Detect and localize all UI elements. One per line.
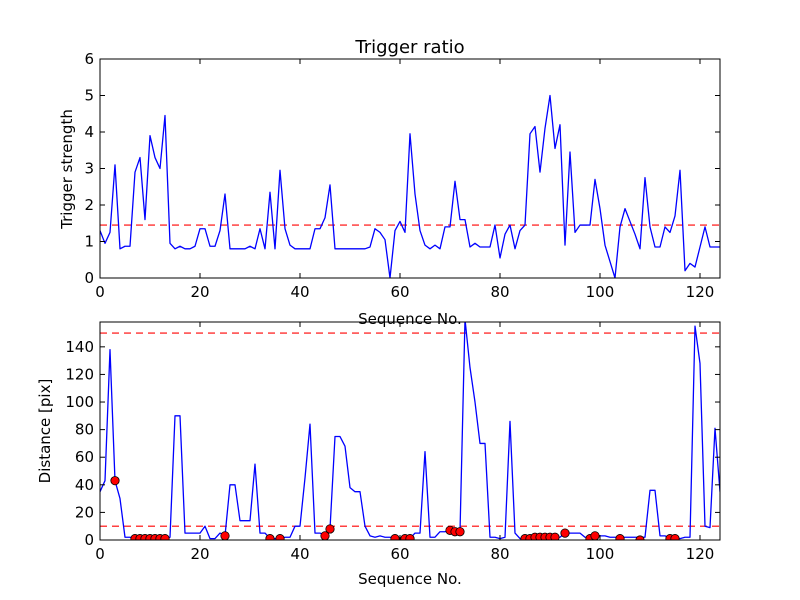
bottom-x-tick-label: 20 [190,545,209,563]
top-y-tick-label: 1 [84,233,94,251]
bottom-marker-point [325,524,335,534]
top-y-axis-label: Trigger strength [58,109,76,230]
bottom-y-tick-label: 80 [75,421,94,439]
top-y-tick-label: 0 [84,269,94,287]
bottom-marker-point [265,534,275,540]
bottom-y-tick-label: 60 [75,448,94,466]
top-data-layer [100,94,720,278]
bottom-marker-point [320,531,330,540]
top-y-tick-label: 5 [84,87,94,105]
bottom-marker-point [455,527,465,537]
bottom-subplot-distance: 0 20 40 60 80 100 120 0 20 40 60 80 100 120 140 Sequen… [36,321,721,588]
top-x-tick-label: 100 [586,283,615,301]
bottom-marker-point [275,534,285,540]
bottom-plot-area: 0 20 40 60 80 100 120 0 20 40 60 80 100 120 140 [65,321,721,563]
top-y-tick-label: 4 [84,123,94,141]
top-x-tick-label: 0 [95,283,105,301]
top-x-tick-label: 120 [686,283,715,301]
bottom-y-tick-label: 120 [65,365,94,383]
bottom-y-axis-label: Distance [pix] [36,379,54,484]
bottom-marker-point [390,534,400,540]
top-x-tick-label: 60 [390,283,409,301]
top-y-tick-label: 6 [84,50,94,68]
bottom-series-line [100,322,720,540]
top-plot-area: 0 20 40 60 80 100 120 0 1 2 3 4 5 6 [84,50,721,301]
top-x-tick-label: 40 [290,283,309,301]
bottom-x-tick-label: 0 [95,545,105,563]
bottom-marker-point [590,531,600,540]
bottom-marker-point [160,534,170,540]
bottom-y-tick-label: 40 [75,476,94,494]
top-y-tick-label: 3 [84,160,94,178]
bottom-data-layer [100,322,720,540]
bottom-y-tick-label: 0 [84,531,94,549]
top-x-tick-label: 80 [490,283,509,301]
bottom-marker-point [560,528,570,538]
bottom-marker-point [670,534,680,540]
bottom-marker-point [220,531,230,540]
top-x-tick-label: 20 [190,283,209,301]
bottom-x-tick-label: 40 [290,545,309,563]
bottom-x-axis-label: Sequence No. [358,570,462,588]
top-chart-title: Trigger ratio [354,37,464,58]
top-y-tick-label: 2 [84,196,94,214]
top-x-axis-label: Sequence No. [358,310,462,328]
bottom-marker-point [550,532,560,540]
bottom-marker-point [110,476,120,486]
bottom-x-tick-label: 60 [390,545,409,563]
bottom-marker-point [405,534,415,540]
bottom-x-tick-label: 80 [490,545,509,563]
bottom-x-tick-label: 120 [686,545,715,563]
top-series-line [100,94,720,278]
bottom-marker-point [615,534,625,540]
bottom-x-tick-label: 100 [586,545,615,563]
bottom-y-tick-label: 140 [65,338,94,356]
bottom-y-tick-label: 20 [75,503,94,521]
top-axes-frame [99,58,721,279]
top-subplot-trigger-ratio: Trigger ratio 0 20 40 60 80 100 120 0 1 2 3 4 5 6 Seq… [58,37,721,328]
bottom-y-tick-label: 100 [65,393,94,411]
bottom-axes-frame [99,321,721,541]
